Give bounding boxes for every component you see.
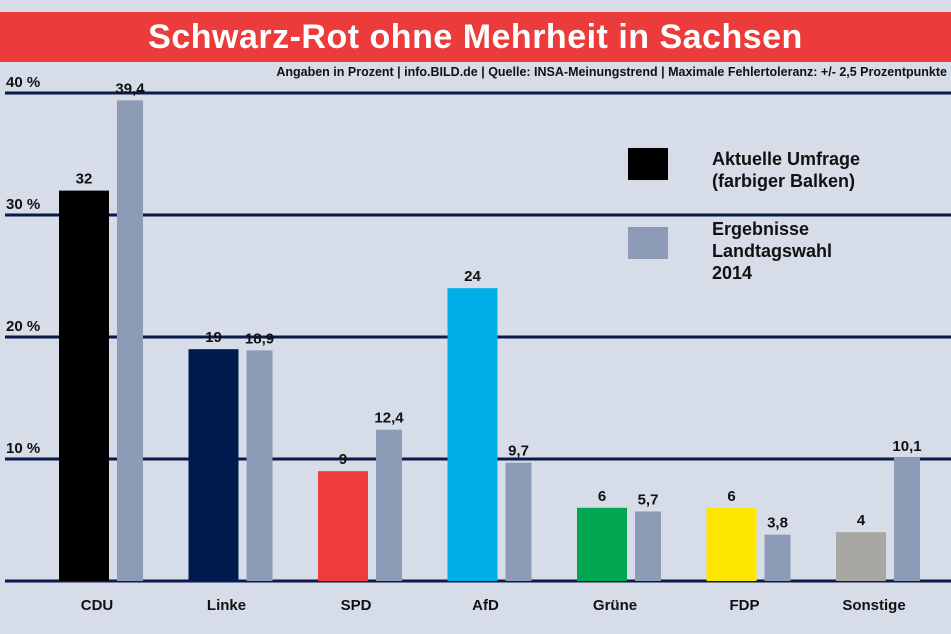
bar-current-AfD bbox=[447, 288, 498, 581]
value-label-current-FDP: 6 bbox=[727, 488, 735, 505]
x-tick-label-SPD: SPD bbox=[341, 597, 372, 614]
bar-previous-SPD bbox=[376, 429, 402, 581]
value-label-previous-Grüne: 5,7 bbox=[638, 491, 659, 508]
legend-label-current: Aktuelle Umfrage (farbiger Balken) bbox=[712, 148, 860, 192]
bar-previous-Grüne bbox=[635, 511, 661, 581]
value-label-previous-AfD: 9,7 bbox=[508, 443, 529, 460]
value-label-current-Linke: 19 bbox=[205, 329, 222, 346]
bar-previous-FDP bbox=[764, 534, 791, 581]
bar-previous-CDU bbox=[117, 100, 143, 581]
value-label-current-Sonstige: 4 bbox=[857, 512, 866, 529]
value-label-current-Grüne: 6 bbox=[598, 488, 606, 505]
bar-current-Sonstige bbox=[836, 532, 886, 581]
legend-label-previous: Ergebnisse Landtagswahl 2014 bbox=[712, 218, 832, 284]
bar-current-FDP bbox=[706, 507, 757, 581]
x-tick-label-Sonstige: Sonstige bbox=[842, 597, 905, 614]
bar-previous-Sonstige bbox=[894, 457, 920, 581]
value-label-current-AfD: 24 bbox=[464, 268, 481, 285]
legend-label-previous-line3: 2014 bbox=[712, 263, 753, 283]
bar-current-Linke bbox=[188, 349, 239, 581]
y-tick-label-40: 40 % bbox=[6, 74, 40, 91]
bar-previous-AfD bbox=[505, 462, 532, 581]
value-label-previous-FDP: 3,8 bbox=[767, 515, 788, 532]
y-tick-label-30: 30 % bbox=[6, 196, 40, 213]
value-label-previous-Sonstige: 10,1 bbox=[892, 438, 921, 455]
bar-previous-Linke bbox=[246, 350, 273, 581]
value-label-current-SPD: 9 bbox=[339, 451, 347, 468]
y-tick-label-10: 10 % bbox=[6, 440, 40, 457]
x-tick-label-FDP: FDP bbox=[730, 597, 760, 614]
value-label-current-CDU: 32 bbox=[76, 171, 93, 188]
legend-swatch-current bbox=[628, 148, 668, 180]
chart-subtitle: Angaben in Prozent | info.BILD.de | Quel… bbox=[276, 65, 947, 79]
legend-label-current-line2: (farbiger Balken) bbox=[712, 171, 856, 191]
chart-title: Schwarz-Rot ohne Mehrheit in Sachsen bbox=[148, 17, 803, 56]
bar-current-CDU bbox=[59, 190, 109, 581]
title-bar: Schwarz-Rot ohne Mehrheit in Sachsen bbox=[0, 12, 951, 62]
y-tick-label-20: 20 % bbox=[6, 318, 40, 335]
legend-label-previous-line2: Landtagswahl bbox=[712, 241, 833, 261]
x-tick-label-Grüne: Grüne bbox=[593, 597, 637, 614]
value-label-previous-Linke: 18,9 bbox=[245, 330, 274, 347]
legend-swatch-previous bbox=[628, 227, 668, 259]
legend-label-current-line1: Aktuelle Umfrage bbox=[712, 149, 861, 169]
x-tick-label-CDU: CDU bbox=[81, 597, 114, 614]
legend-label-previous-line1: Ergebnisse bbox=[712, 219, 810, 239]
x-tick-label-Linke: Linke bbox=[207, 597, 246, 614]
x-tick-label-AfD: AfD bbox=[472, 597, 499, 614]
value-label-previous-SPD: 12,4 bbox=[374, 410, 404, 427]
bar-current-Grüne bbox=[577, 507, 627, 581]
value-label-previous-CDU: 39,4 bbox=[115, 80, 145, 97]
bar-current-SPD bbox=[318, 471, 368, 581]
